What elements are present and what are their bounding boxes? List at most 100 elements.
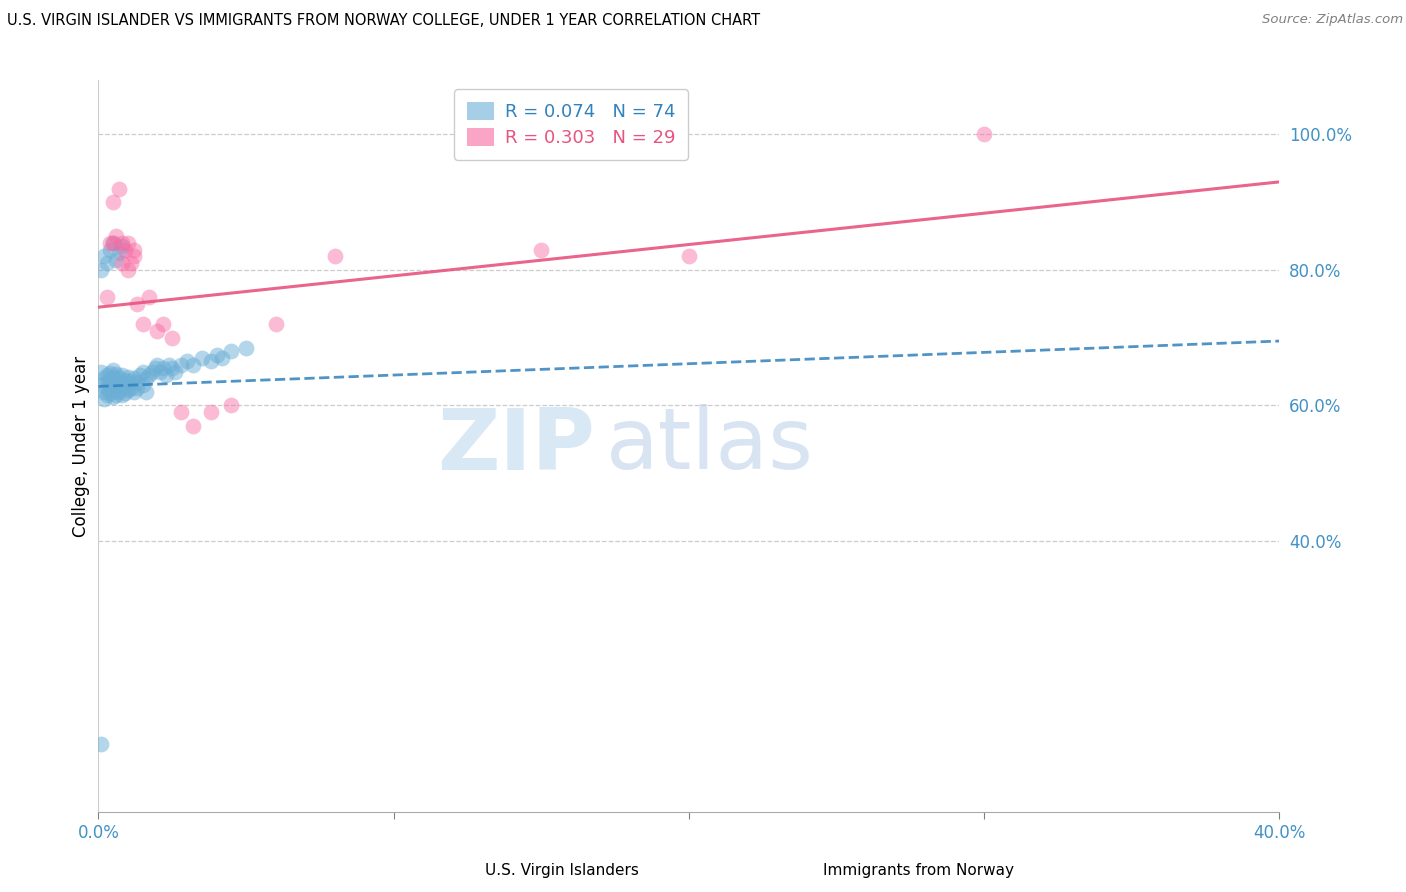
Point [170,405,193,419]
Text: Immigrants from Norway: Immigrants from Norway [823,863,1014,878]
Point [264,317,287,331]
Point [96,368,118,382]
Point [678,249,700,263]
Point [181,358,204,372]
Point [114,243,136,257]
Point [90,364,112,378]
Point [111,381,134,395]
Point [103,195,125,210]
Point [132,364,155,378]
Point [165,364,187,378]
Point [138,368,160,382]
Text: Source: ZipAtlas.com: Source: ZipAtlas.com [1263,13,1403,27]
Point [103,363,125,377]
Point [90,378,112,392]
Point [135,384,157,399]
Point [111,368,134,382]
Point [152,361,174,376]
Point [105,387,128,401]
Point [200,405,222,419]
Point [98,386,121,401]
Point [93,384,115,399]
Point [108,246,131,260]
Point [530,243,553,257]
Point [96,256,118,270]
Point [122,249,145,263]
Point [105,368,128,382]
Point [111,239,134,253]
Point [211,351,233,365]
Legend: R = 0.074   N = 74, R = 0.303   N = 29: R = 0.074 N = 74, R = 0.303 N = 29 [454,89,688,160]
Point [149,364,172,378]
Point [114,379,136,393]
Text: ZIP: ZIP [437,404,595,488]
Point [135,371,157,385]
Point [125,297,148,311]
Text: atlas: atlas [606,404,814,488]
Point [96,290,118,304]
Point [108,371,131,385]
Point [120,374,142,388]
Point [120,256,142,270]
Point [108,181,131,195]
Point [96,375,118,389]
Point [122,243,145,257]
Point [973,128,995,142]
Point [162,331,183,345]
Point [93,249,115,263]
Text: U.S. VIRGIN ISLANDER VS IMMIGRANTS FROM NORWAY COLLEGE, UNDER 1 YEAR CORRELATION: U.S. VIRGIN ISLANDER VS IMMIGRANTS FROM … [7,13,761,29]
Point [132,317,155,331]
Point [155,368,177,382]
Point [90,263,112,277]
Point [125,375,148,389]
Point [323,249,346,263]
Point [105,229,128,244]
Point [162,361,183,376]
Point [117,384,139,398]
Point [114,386,136,401]
Point [98,235,121,250]
Point [108,378,131,392]
Point [103,235,125,250]
Point [176,354,198,368]
Point [117,376,139,391]
Point [105,252,128,267]
Point [235,341,257,355]
Point [143,361,166,376]
Point [117,263,139,277]
Point [117,370,139,384]
Point [146,324,169,338]
Point [219,398,242,412]
Point [205,348,228,362]
Point [93,371,115,385]
Point [191,351,214,365]
Point [219,344,242,359]
Point [105,374,128,388]
Point [132,378,155,392]
Point [98,373,121,387]
Point [152,317,174,331]
Point [111,256,134,270]
Point [111,388,134,402]
Point [128,368,150,382]
Point [103,390,125,404]
Point [108,384,131,399]
Point [146,358,169,372]
Point [157,358,180,372]
Point [98,366,121,380]
Point [105,381,128,395]
Point [103,384,125,398]
Point [111,235,134,250]
Point [122,384,145,399]
Point [98,379,121,393]
Point [138,290,160,304]
Point [125,381,148,395]
Point [200,354,222,368]
Point [103,370,125,384]
Point [141,364,163,378]
Y-axis label: College, Under 1 year: College, Under 1 year [72,355,90,537]
Point [90,737,112,751]
Point [98,243,121,257]
Point [122,371,145,385]
Point [120,381,142,395]
